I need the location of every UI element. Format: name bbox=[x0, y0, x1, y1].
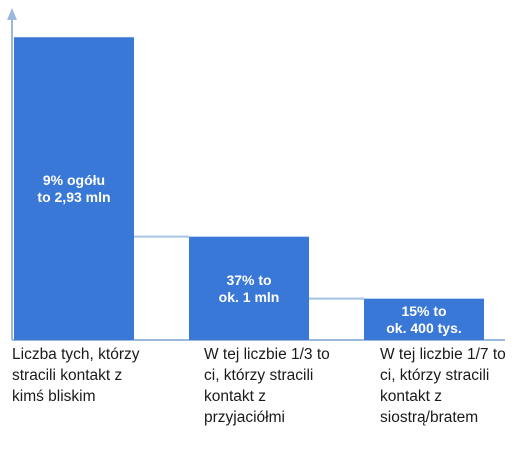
bar bbox=[14, 37, 134, 340]
data-label: to 2,93 mln bbox=[37, 189, 110, 205]
data-label: 15% to bbox=[401, 303, 446, 319]
y-axis-arrow bbox=[7, 8, 17, 20]
category-label: W tej liczbie 1/7 to ci, którzy stracili… bbox=[380, 346, 506, 426]
bar bbox=[364, 298, 484, 340]
category-label: W tej liczbie 1/3 to ci, którzy stracili… bbox=[204, 346, 330, 426]
data-label: ok. 400 tys. bbox=[386, 320, 462, 336]
data-label: 37% to bbox=[226, 272, 271, 288]
category-label: Liczba tych, którzy stracili kontakt z k… bbox=[12, 346, 140, 405]
bar bbox=[189, 236, 309, 340]
data-label: ok. 1 mln bbox=[219, 289, 280, 305]
data-label: 9% ogółu bbox=[43, 172, 105, 188]
